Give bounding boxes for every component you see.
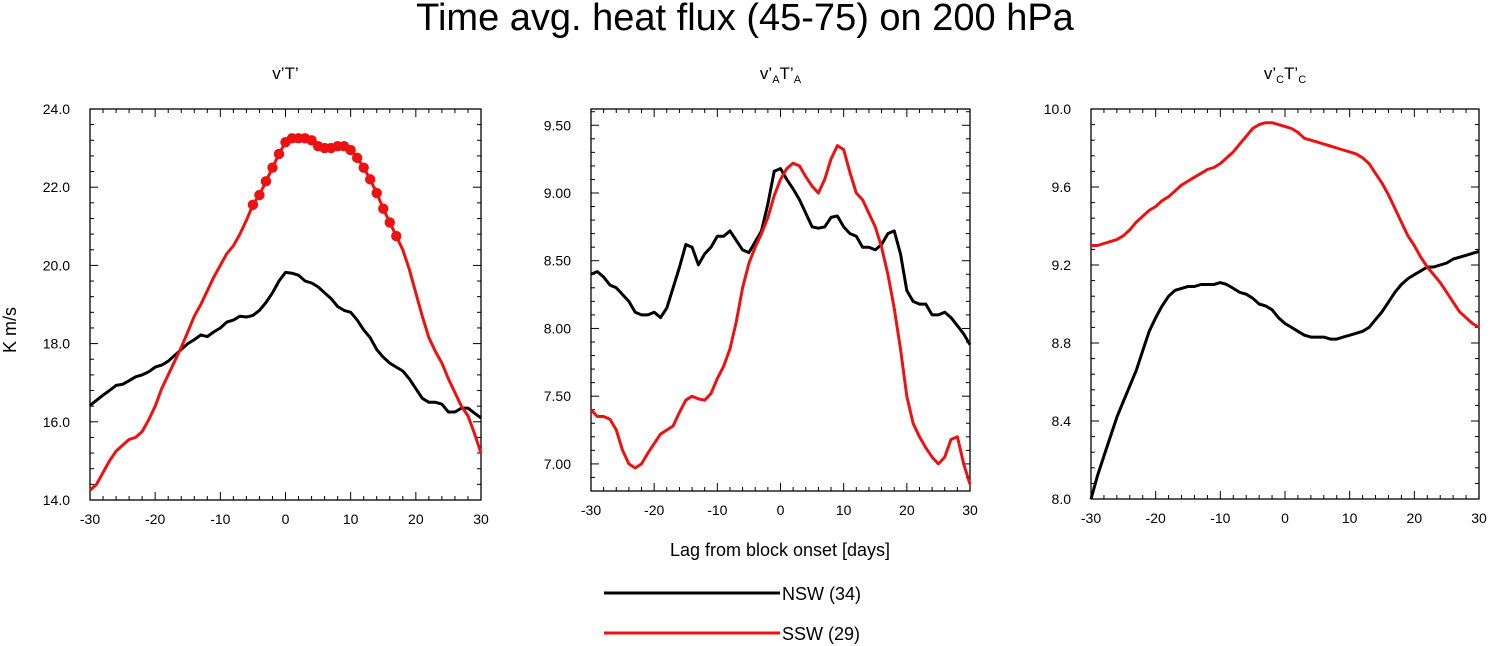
- x-axis-label: Lag from block onset [days]: [670, 540, 890, 560]
- y-tick-label: 8.4: [1052, 413, 1072, 429]
- series-line-nsw: [89, 270, 482, 420]
- y-tick-label: 22.0: [43, 179, 70, 195]
- y-tick-label: 10.0: [1044, 101, 1071, 117]
- x-tick-label: 0: [777, 502, 785, 518]
- title-part: v’: [1264, 64, 1276, 83]
- x-tick-label: 30: [962, 502, 978, 518]
- figure-title: Time avg. heat flux (45-75) on 200 hPa: [416, 0, 1075, 39]
- x-tick-label: 0: [1281, 510, 1289, 526]
- y-tick-label: 24.0: [43, 101, 70, 117]
- title-subscript: C: [1298, 74, 1306, 86]
- significance-marker: [267, 162, 278, 173]
- significance-marker: [371, 187, 382, 199]
- x-tick-label: 20: [899, 502, 915, 518]
- panel-title: v’T’: [272, 64, 298, 83]
- significance-marker: [358, 162, 369, 173]
- y-axis-label: K m/s: [0, 307, 20, 353]
- y-tick-label: 14.0: [43, 492, 70, 508]
- x-tick-label: -20: [145, 511, 165, 527]
- y-tick-label: 8.8: [1052, 335, 1072, 351]
- panel-3: v’C​T’C​ -30 -20 -10 0 10 20 30 8.0 8.4 8.8 9.2 9.6 1…: [1044, 64, 1487, 526]
- x-tick-label: -20: [1146, 510, 1166, 526]
- x-tick-label: -20: [644, 502, 664, 518]
- plot-frame: [89, 108, 482, 501]
- panels: v’T’-30 -20 -10 0 10 20 3014.016.018.020.022.0…: [43, 64, 1487, 527]
- significance-marker: [247, 199, 259, 210]
- panel-title: v’A​T’A​: [760, 64, 802, 86]
- significance-marker: [273, 148, 285, 160]
- title-subscript: A: [794, 74, 802, 86]
- series-line-ssw: [89, 136, 483, 492]
- x-tick-label: -30: [581, 502, 601, 518]
- significance-marker: [254, 189, 265, 201]
- significance-marker: [260, 176, 272, 187]
- significance-marker: [351, 152, 363, 164]
- significance-marker: [384, 217, 395, 228]
- title-subscript: A: [772, 74, 780, 86]
- title-part: v’: [760, 64, 772, 83]
- x-tick-label: -30: [80, 511, 100, 527]
- y-tick-label: 9.00: [544, 185, 571, 201]
- panel-title: v’C​T’C​: [1264, 64, 1306, 86]
- significance-marker: [378, 203, 389, 214]
- y-tick-label: 7.00: [544, 456, 571, 472]
- significance-marker: [365, 174, 376, 185]
- y-tick-label: 8.00: [544, 320, 571, 336]
- y-tick-label: 9.50: [544, 117, 571, 133]
- title-part: T’: [1284, 64, 1298, 83]
- y-tick-label: 20.0: [43, 257, 70, 273]
- x-tick-label: -10: [1210, 510, 1230, 526]
- plot-frame: [1090, 108, 1480, 500]
- x-tick-label: -10: [707, 502, 727, 518]
- y-tick-label: 9.6: [1052, 179, 1072, 195]
- panel-1: v’T’ -30 -20 -10 0 10 20 30 14.0 16.0 18.0 20.0 22.0…: [43, 64, 489, 527]
- x-tick-label: 20: [408, 511, 424, 527]
- panel-2: v’A​T’A​ -30 -20 -10 0 10 20 30 7.00 7.50 8.00 8.50…: [544, 64, 978, 518]
- legend-label-ssw: SSW (29): [782, 624, 860, 644]
- x-tick-label: 20: [1407, 510, 1423, 526]
- x-tick-label: 10: [836, 502, 852, 518]
- series-line-ssw: [589, 144, 972, 485]
- series-line-nsw: [1089, 249, 1480, 500]
- x-tick-label: 10: [343, 511, 359, 527]
- y-tick-label: 18.0: [43, 336, 70, 352]
- x-tick-label: 30: [473, 511, 489, 527]
- legend-label-nsw: NSW (34): [782, 584, 861, 604]
- title-part: v’T’: [272, 64, 298, 83]
- x-tick-label: 10: [1342, 510, 1358, 526]
- x-tick-label: 30: [1471, 510, 1487, 526]
- title-subscript: C: [1276, 74, 1284, 86]
- x-tick-label: -10: [210, 511, 230, 527]
- y-tick-label: 8.50: [544, 253, 571, 269]
- x-tick-label: 0: [282, 511, 290, 527]
- series-line-nsw: [590, 167, 972, 346]
- title-part: T’: [780, 64, 794, 83]
- x-tick-label: -30: [1081, 510, 1101, 526]
- y-tick-label: 8.0: [1052, 491, 1072, 507]
- significance-marker: [345, 144, 356, 156]
- significance-marker: [391, 230, 402, 242]
- y-tick-label: 9.2: [1052, 257, 1072, 273]
- y-tick-label: 16.0: [43, 414, 70, 430]
- y-tick-label: 7.50: [544, 388, 571, 404]
- legend: NSW (34) SSW (29): [604, 584, 861, 644]
- series-line-ssw: [1091, 121, 1480, 329]
